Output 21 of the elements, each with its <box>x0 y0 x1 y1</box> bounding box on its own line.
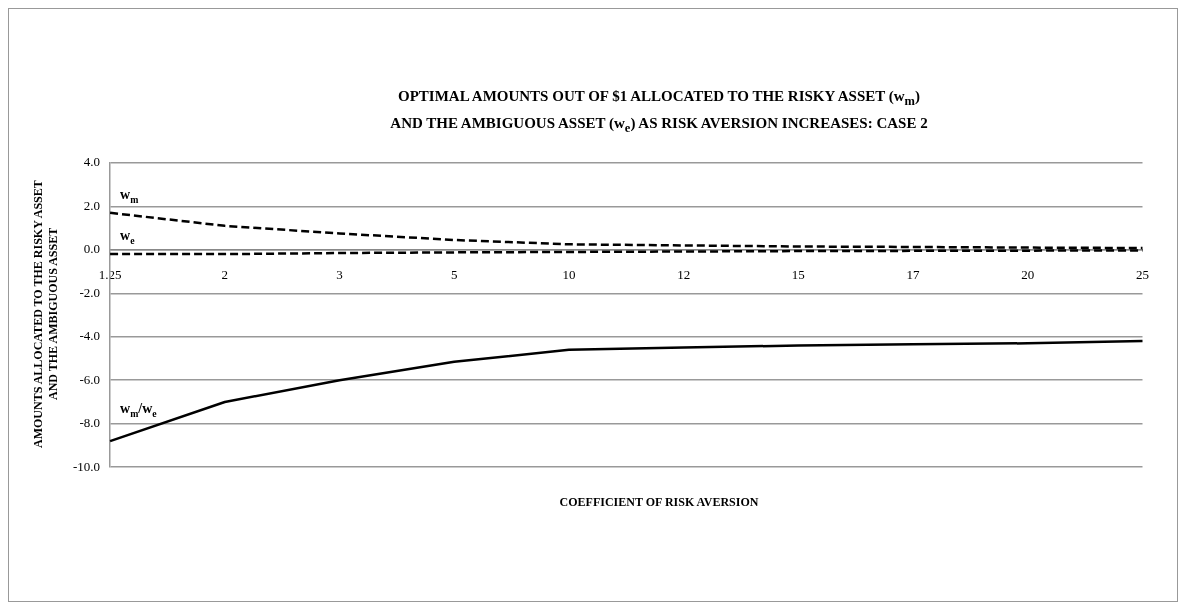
x-tick-label: 15 <box>791 266 805 282</box>
x-tick-label: 2 <box>221 266 229 282</box>
y-tick-label: 2.0 <box>83 197 101 213</box>
x-tick-label: 10 <box>562 266 576 282</box>
x-tick-label: 1.25 <box>98 266 122 282</box>
x-tick-label: 25 <box>1136 266 1149 282</box>
y-tick-label: 0.0 <box>83 241 101 257</box>
y-tick-label: -10.0 <box>72 458 101 474</box>
x-tick-label: 5 <box>450 266 458 282</box>
x-tick-label: 12 <box>677 266 691 282</box>
chart-title: OPTIMAL AMOUNTS OUT OF $1 ALLOCATED TO THE RISKY ASSET (w$_{m}$) AND THE AMBIGUOUS ASSET (w$_{e}$) AS RISK AVERSION INCREASES: CASE 2 <box>390 88 928 135</box>
x-tick-label: 17 <box>906 266 921 282</box>
x-axis-title: COEFFICIENT OF RISK AVERSION <box>558 495 760 510</box>
y-tick-label: -4.0 <box>79 328 101 344</box>
x-tick-label: 3 <box>336 266 343 282</box>
y-tick-label: -6.0 <box>79 371 101 387</box>
y-tick-label: -8.0 <box>79 415 101 431</box>
y-tick-label: 4.0 <box>83 154 101 170</box>
x-tick-label: 20 <box>1021 266 1035 282</box>
y-axis-title: AMOUNTS ALLOCATED TO THE RISKY ASSET AND THE AMBIGUOUS ASSET <box>31 179 61 450</box>
y-tick-label: -2.0 <box>79 284 101 300</box>
